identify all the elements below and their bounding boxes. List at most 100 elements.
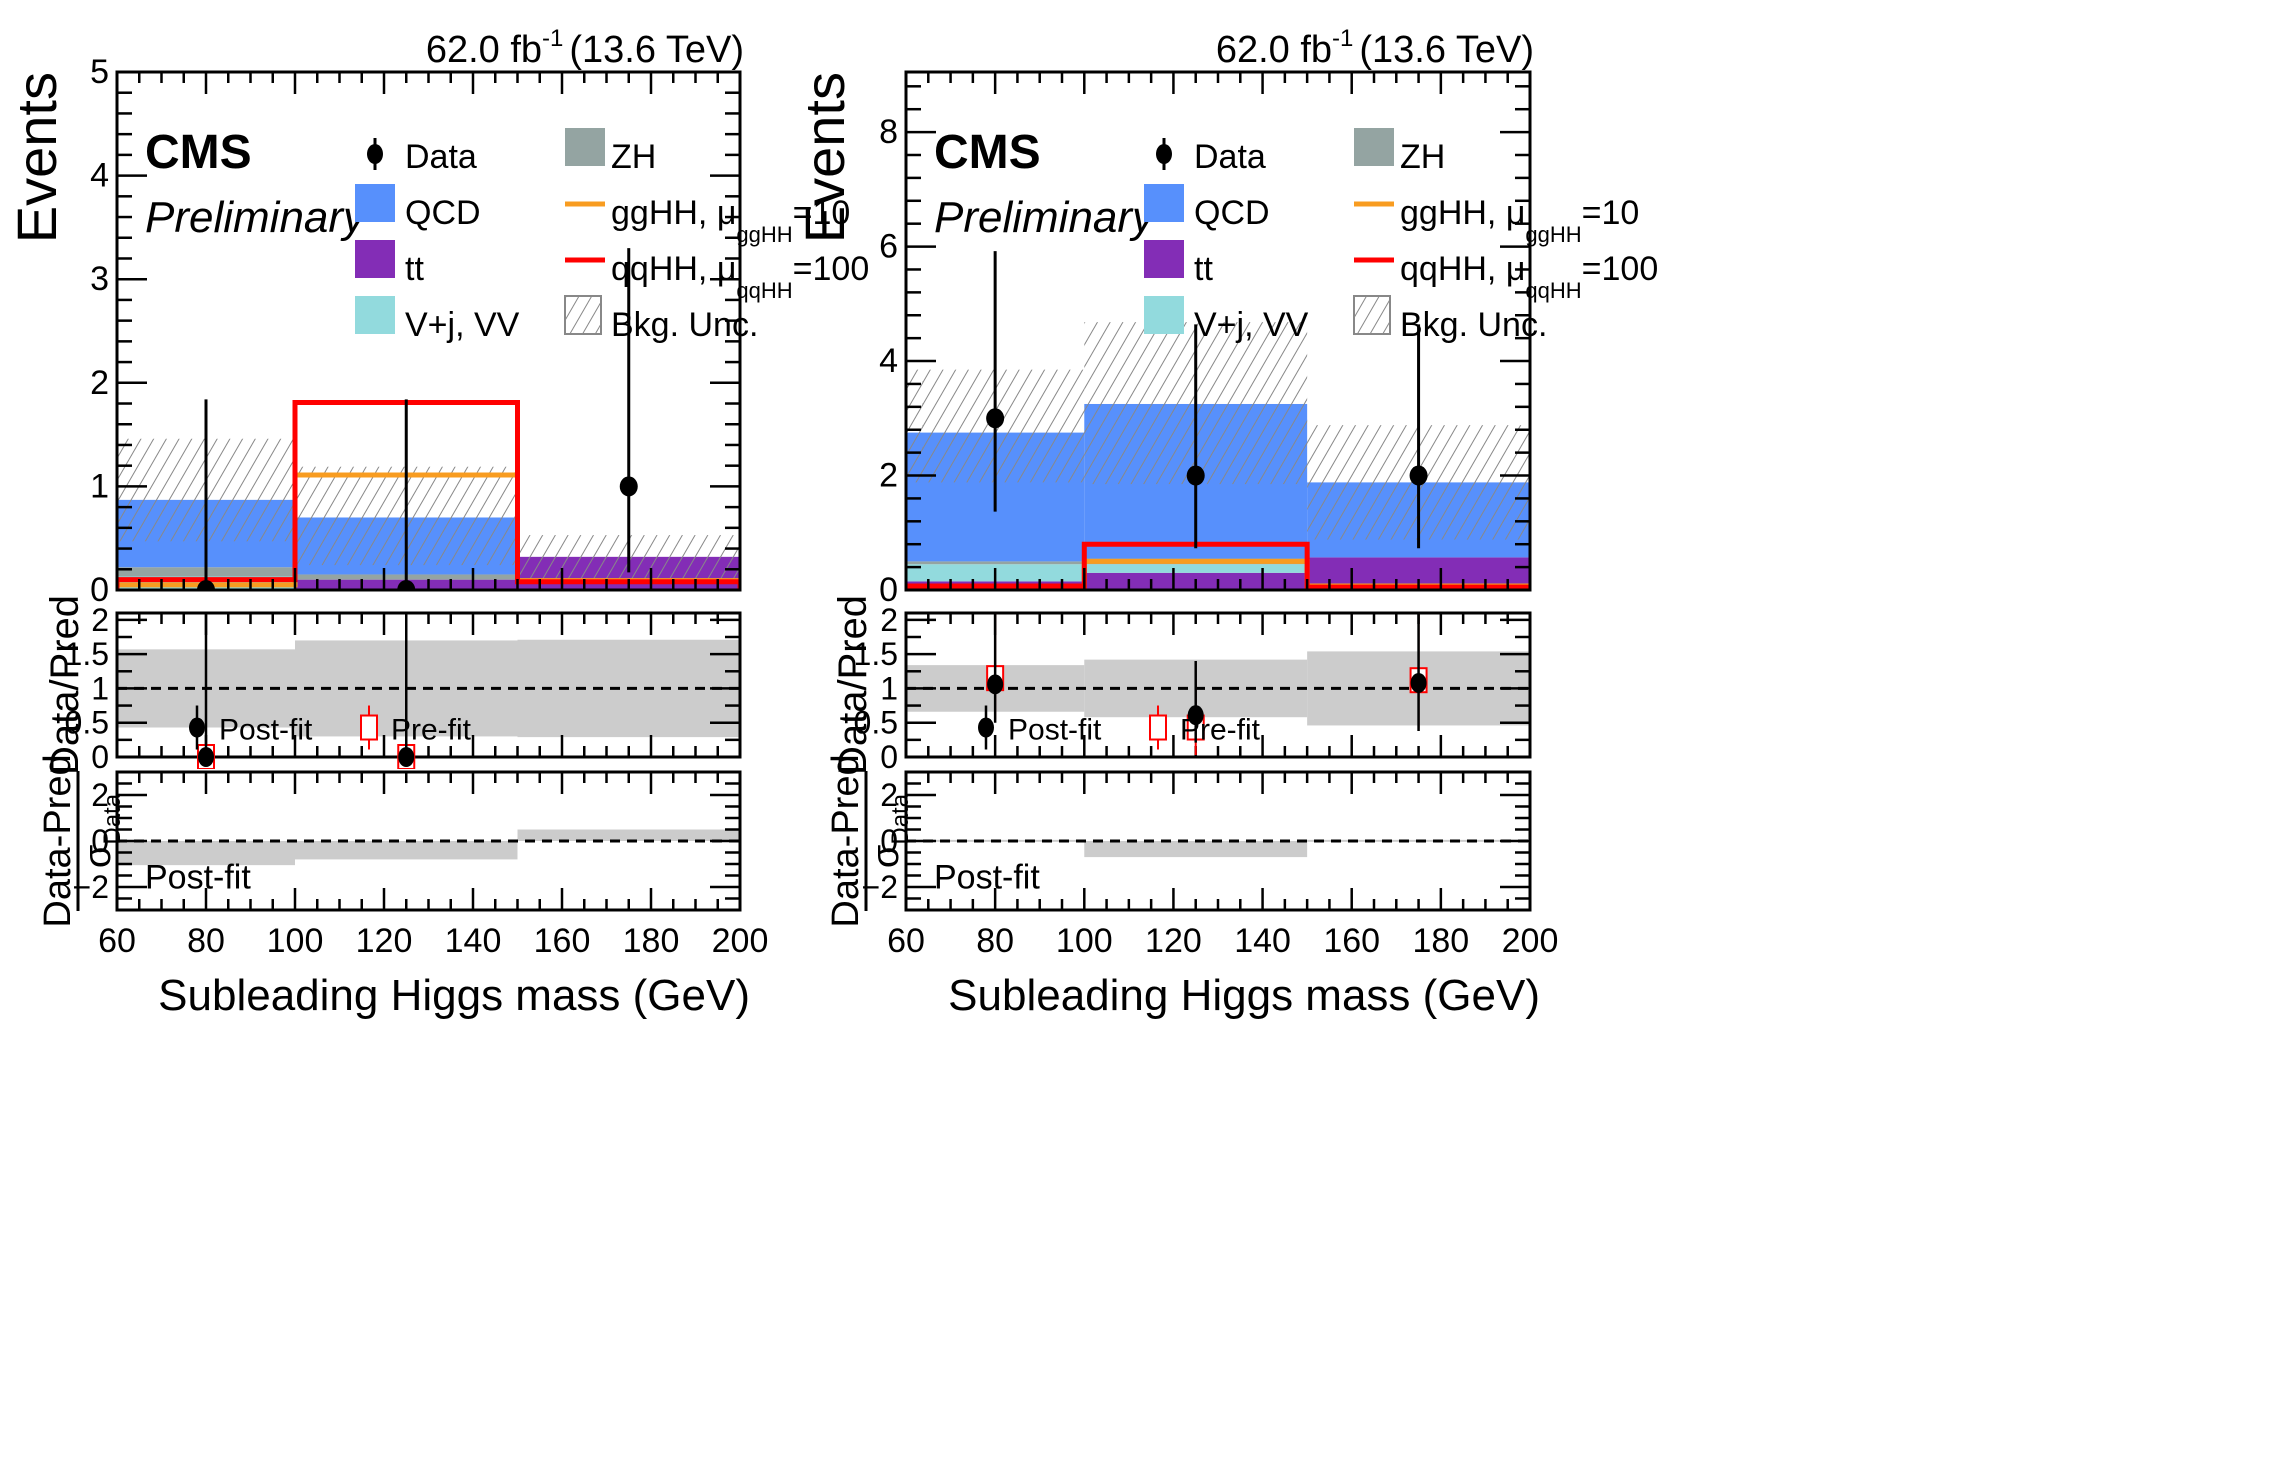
ratio-points — [986, 613, 1428, 755]
status-label: Preliminary — [934, 193, 1157, 242]
x-tick-label: 120 — [1145, 922, 1202, 960]
y-tick-label: 0 — [90, 571, 109, 609]
x-tick-label: 160 — [1323, 922, 1380, 960]
x-tick-label: 60 — [887, 922, 925, 960]
pull-label: Post-fit — [145, 859, 251, 897]
lumi-value: 62.0 fb — [426, 29, 542, 71]
ratio-y-axis-label: Data/Pred — [831, 595, 875, 775]
y-tick-label: 3 — [90, 260, 109, 298]
y-tick-label: 1 — [90, 467, 109, 505]
ratio-y-tick-label: 1.5 — [65, 636, 109, 672]
legend-postfit-label: Post-fit — [219, 714, 313, 747]
pull-y-label-sigma: σ — [77, 845, 119, 868]
y-tick-label: 4 — [90, 157, 109, 195]
legend-qcd-label: QCD — [405, 194, 481, 232]
ratio-y-tick-label: 0 — [91, 739, 109, 775]
y-tick-label: 5 — [90, 53, 109, 91]
y-tick-label: 6 — [879, 228, 898, 266]
main-panel-content — [906, 251, 1530, 590]
y-tick-label: 2 — [90, 364, 109, 402]
pull-y-tick-label: 0 — [880, 823, 898, 859]
pull-y-label-denominator: σData — [865, 793, 914, 868]
x-tick-label: 80 — [976, 922, 1014, 960]
legend-qqhh-value: =100 — [1582, 250, 1659, 288]
legend-zh-swatch — [1354, 128, 1394, 166]
postfit-point — [1187, 705, 1204, 726]
postfit-point — [198, 747, 214, 767]
legend-data-marker — [1156, 144, 1172, 164]
legend-gghh-value: =10 — [793, 194, 851, 232]
pull-y-tick-label: −2 — [862, 869, 898, 905]
legend-qqhh-name: qqHH, μ — [1400, 250, 1525, 288]
legend-zh-label: ZH — [611, 138, 656, 176]
x-axis-label: Subleading Higgs mass (GeV) — [948, 971, 1540, 1020]
data-point — [986, 408, 1005, 429]
ratio-y-tick-label: 1 — [880, 670, 898, 706]
legend-postfit-marker — [189, 717, 205, 738]
legend-vjj-swatch — [1144, 296, 1184, 334]
pull-bar — [117, 841, 295, 866]
pull-bar — [295, 841, 518, 860]
legend-tt-swatch — [355, 240, 395, 278]
legend-tt-swatch — [1144, 240, 1184, 278]
stack-bar-zh — [906, 561, 1085, 565]
pull-y-label-numerator: Data-Pred — [825, 754, 867, 927]
stack-bar-vjvv — [1084, 564, 1308, 573]
ratio-points — [197, 613, 416, 769]
x-tick-label: 100 — [267, 922, 324, 960]
legend-gghh-subscript: ggHH — [1525, 222, 1581, 247]
x-tick-label: 140 — [1234, 922, 1291, 960]
legend-qcd-swatch — [355, 184, 395, 222]
legend-gghh-name: ggHH, μ — [1400, 194, 1525, 232]
y-tick-label: 0 — [879, 571, 898, 609]
legend-unc-label: Bkg. Unc. — [1400, 306, 1547, 344]
legend-gghh-value: =10 — [1582, 194, 1640, 232]
pull-y-tick-label: 2 — [91, 777, 109, 813]
legend-prefit-marker — [360, 714, 378, 741]
legend-data-label: Data — [1194, 138, 1266, 176]
legend-qqhh-label: qqHH, μqqHH=100 — [611, 250, 869, 303]
pull-label: Post-fit — [934, 859, 1040, 897]
legend-unc-swatch — [1353, 295, 1391, 335]
status-label: Preliminary — [145, 193, 368, 242]
y-tick-label: 4 — [879, 342, 898, 380]
legend-prefit-label: Pre-fit — [1180, 714, 1261, 747]
ratio-y-tick-label: 0 — [880, 739, 898, 775]
x-axis-label: Subleading Higgs mass (GeV) — [158, 971, 750, 1020]
legend-tt-label: tt — [405, 250, 424, 288]
x-tick-label: 140 — [445, 922, 502, 960]
postfit-point — [987, 674, 1004, 695]
legend-unc-label: Bkg. Unc. — [611, 306, 758, 344]
pull-y-tick-label: 0 — [91, 823, 109, 859]
pull-y-label-numerator: Data-Pred — [37, 754, 79, 927]
experiment-label: CMS — [145, 126, 252, 179]
y-axis-label-events: Events — [5, 72, 68, 243]
legend-postfit-label: Post-fit — [1008, 714, 1102, 747]
legend-data-marker — [367, 144, 383, 164]
postfit-point — [398, 747, 415, 767]
legend-data-label: Data — [405, 138, 477, 176]
legend-unc-swatch — [564, 295, 602, 335]
x-tick-label: 180 — [1412, 922, 1469, 960]
main-panel-content — [117, 248, 740, 590]
legend-tt-label: tt — [1194, 250, 1213, 288]
legend-qqhh-label: qqHH, μqqHH=100 — [1400, 250, 1658, 303]
postfit-point — [1410, 672, 1427, 693]
pull-y-label-sigma-subscript: Data — [99, 793, 126, 844]
legend-qqhh-value: =100 — [793, 250, 870, 288]
ratio-y-tick-label: 2 — [91, 602, 109, 638]
x-tick-label: 200 — [1502, 922, 1559, 960]
data-point — [1186, 465, 1205, 486]
x-tick-label: 160 — [534, 922, 591, 960]
ratio-y-tick-label: 0.5 — [854, 705, 898, 741]
legend-gghh-label: ggHH, μggHH=10 — [611, 194, 850, 247]
legend-gghh-name: ggHH, μ — [611, 194, 736, 232]
legend-postfit-marker — [978, 717, 994, 738]
data-point — [619, 476, 638, 497]
ratio-y-tick-label: 1 — [91, 670, 109, 706]
y-tick-label: 8 — [879, 113, 898, 151]
x-tick-label: 120 — [356, 922, 413, 960]
pull-bar — [517, 829, 740, 841]
